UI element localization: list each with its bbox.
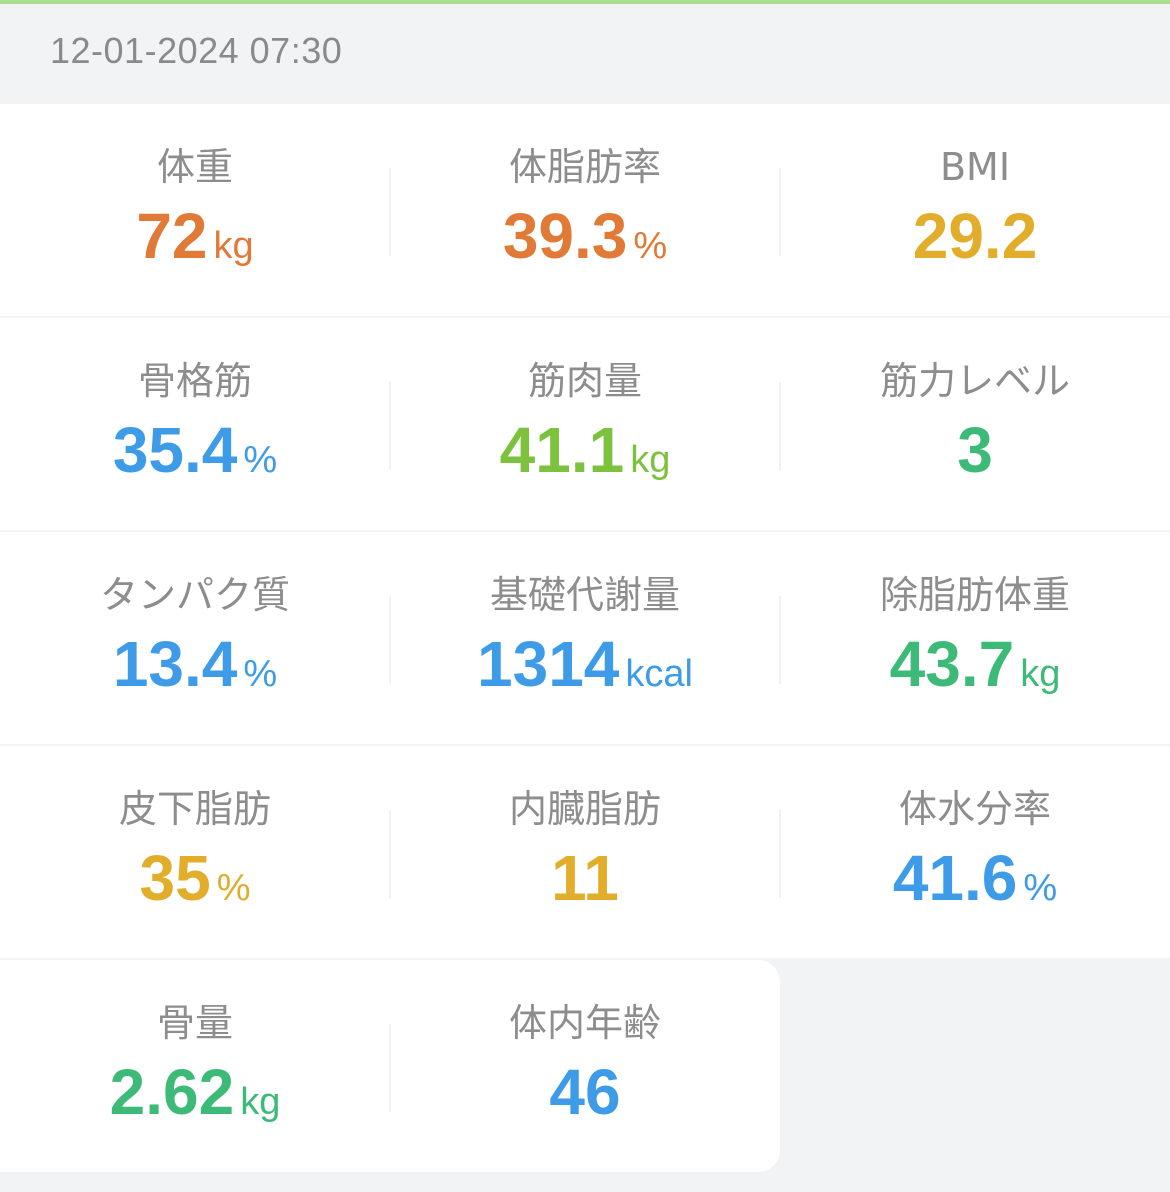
metric-value-line: 13.4% (0, 626, 390, 719)
metric-label: 基礎代謝量 (489, 573, 680, 617)
metric-strength-level[interactable]: 筋力レベル 3 (780, 318, 1170, 530)
column-divider (779, 810, 781, 898)
metric-label: BMI (939, 145, 1011, 189)
metric-value: 1314 (477, 628, 620, 700)
metric-unit: kg (630, 439, 671, 481)
metric-unit: % (633, 225, 668, 267)
metric-value: 35 (139, 842, 211, 914)
metric-value: 39.3 (502, 200, 628, 272)
metric-value: 29.2 (912, 200, 1038, 272)
metrics-row: 体重 72 kg 体脂肪率 39.3% BMI 29.2 (0, 104, 1170, 318)
metric-unit: kg (240, 1081, 281, 1123)
metrics-row: 骨格筋 35.4% 筋肉量 41.1 kg 筋力レベル 3 (0, 318, 1170, 532)
metric-value-line: 2.62 kg (0, 1054, 390, 1147)
metric-body-age[interactable]: 体内年齢 46 (390, 960, 780, 1172)
column-divider (389, 168, 391, 256)
column-divider (779, 596, 781, 684)
metric-lean-body-mass[interactable]: 除脂肪体重 43.7 kg (780, 532, 1170, 744)
metric-visceral-fat[interactable]: 内臓脂肪 11 (390, 746, 780, 958)
metric-unit: % (1023, 867, 1058, 909)
metric-value: 72 (136, 200, 208, 272)
metric-value-line: 41.1 kg (390, 412, 780, 505)
metric-value: 13.4 (112, 628, 238, 700)
metric-basal-metabolism[interactable]: 基礎代謝量 1314 kcal (390, 532, 780, 744)
metric-label: 皮下脂肪 (118, 787, 271, 831)
metrics-row: タンパク質 13.4% 基礎代謝量 1314 kcal 除脂肪体重 43.7 kg (0, 532, 1170, 746)
metric-label: 筋肉量 (527, 359, 642, 403)
metric-label: 体重 (156, 145, 233, 189)
measurement-timestamp: 12-01-2024 07:30 (50, 30, 343, 71)
metric-muscle-mass[interactable]: 筋肉量 41.1 kg (390, 318, 780, 530)
column-divider (389, 810, 391, 898)
metric-value-line: 35% (0, 840, 390, 933)
metric-value-line: 41.6% (780, 840, 1170, 933)
metric-subcutaneous-fat[interactable]: 皮下脂肪 35% (0, 746, 390, 958)
metric-weight[interactable]: 体重 72 kg (0, 104, 390, 316)
metric-label: 体水分率 (898, 787, 1051, 831)
metric-bmi[interactable]: BMI 29.2 (780, 104, 1170, 316)
metric-value: 2.62 (109, 1056, 235, 1128)
metric-skeletal-muscle[interactable]: 骨格筋 35.4% (0, 318, 390, 530)
metric-value: 11 (551, 842, 619, 914)
metric-value-line: 46 (390, 1054, 780, 1147)
metric-label: 骨格筋 (137, 359, 252, 403)
metric-value: 41.1 (499, 414, 625, 486)
column-divider (779, 168, 781, 256)
metrics-grid: 体重 72 kg 体脂肪率 39.3% BMI 29.2 骨格筋 35.4% (0, 104, 1170, 1172)
metric-value: 41.6 (892, 842, 1018, 914)
metric-label: 骨量 (156, 1001, 233, 1045)
column-divider (389, 596, 391, 684)
metric-bone-mass[interactable]: 骨量 2.62 kg (0, 960, 390, 1172)
column-divider (389, 382, 391, 470)
metric-label: 内臓脂肪 (508, 787, 661, 831)
metric-body-water[interactable]: 体水分率 41.6% (780, 746, 1170, 958)
metric-value: 43.7 (889, 628, 1015, 700)
metrics-row: 骨量 2.62 kg 体内年齢 46 (0, 960, 780, 1172)
metric-body-fat[interactable]: 体脂肪率 39.3% (390, 104, 780, 316)
metric-value-line: 35.4% (0, 412, 390, 505)
metric-value-line: 39.3% (390, 198, 780, 291)
metric-value: 3 (957, 414, 993, 486)
metric-value: 35.4 (112, 414, 238, 486)
metric-value-line: 11 (390, 840, 780, 933)
metric-value-line: 29.2 (780, 198, 1170, 291)
metric-unit: % (243, 439, 278, 481)
metric-value-line: 72 kg (0, 198, 390, 291)
metric-protein[interactable]: タンパク質 13.4% (0, 532, 390, 744)
metric-unit: % (243, 653, 278, 695)
metric-value-line: 1314 kcal (390, 626, 780, 719)
metric-label: 体内年齢 (508, 1001, 661, 1045)
metrics-row: 皮下脂肪 35% 内臓脂肪 11 体水分率 41.6% (0, 746, 1170, 960)
top-accent-bar (0, 0, 1170, 4)
metric-unit: % (216, 867, 251, 909)
metric-value-line: 3 (780, 412, 1170, 505)
metric-value: 46 (549, 1056, 621, 1128)
metric-unit: kcal (625, 653, 693, 695)
metric-value-line: 43.7 kg (780, 626, 1170, 719)
metric-label: 筋力レベル (879, 359, 1070, 403)
metric-unit: kg (1020, 653, 1061, 695)
metric-label: タンパク質 (99, 573, 290, 617)
metric-label: 除脂肪体重 (879, 573, 1070, 617)
metric-label: 体脂肪率 (508, 145, 661, 189)
metric-unit: kg (213, 225, 254, 267)
column-divider (389, 1024, 391, 1112)
column-divider (779, 382, 781, 470)
